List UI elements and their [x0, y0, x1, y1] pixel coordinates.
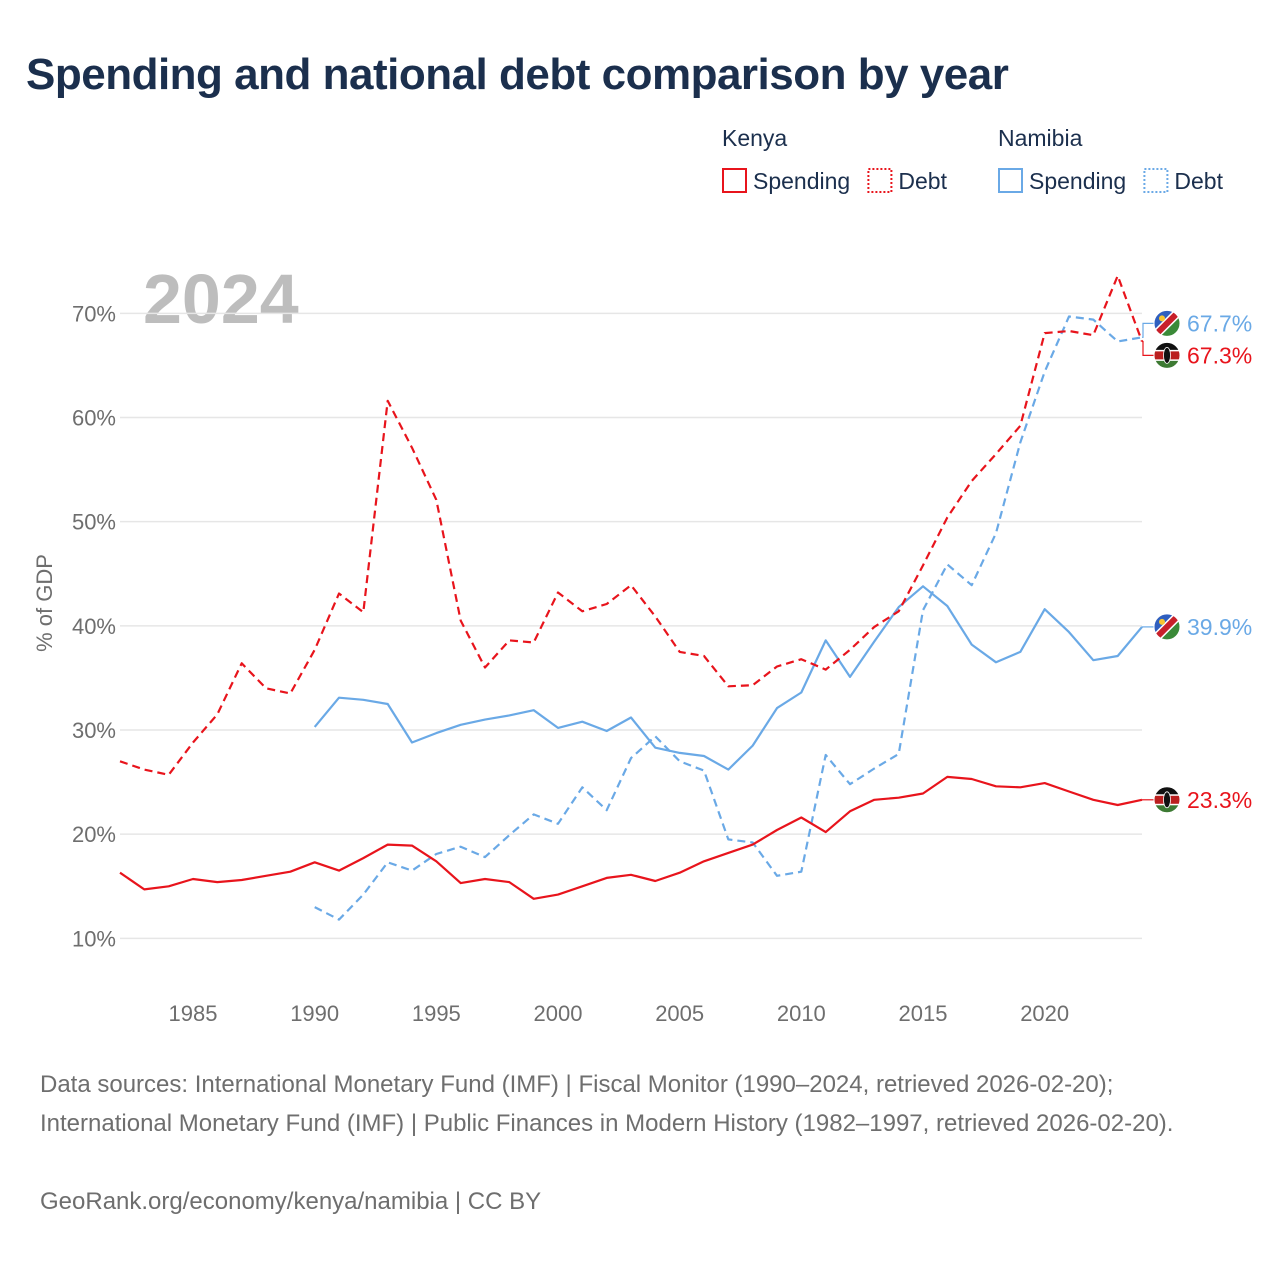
chart-title: Spending and national debt comparison by…: [26, 50, 1009, 99]
legend-item-label[interactable]: Debt: [898, 168, 947, 194]
legend-item-label[interactable]: Spending: [1029, 168, 1126, 194]
series-lines: [119, 274, 1144, 921]
kenya-flag-icon: [1153, 341, 1181, 369]
chart: Kenya Spending Debt Namibia Spending Debt 202…: [32, 125, 1252, 1026]
end-label-namibia-spending: 39.9%: [1187, 614, 1252, 640]
series-line-kenya-spending: [119, 775, 1143, 900]
data-sources: Data sources: International Monetary Fun…: [40, 1071, 1174, 1137]
legend-country-label: Kenya: [722, 125, 787, 151]
series-line-kenya-debt: [119, 274, 1144, 776]
x-tick-label: 1990: [290, 1001, 339, 1026]
legend-item-label[interactable]: Debt: [1174, 168, 1223, 194]
legend-group-namibia: Namibia Spending Debt: [998, 125, 1224, 194]
end-label-connector: [1142, 340, 1155, 356]
grid: [120, 312, 1142, 940]
y-tick-label: 70%: [72, 301, 116, 326]
x-tick-label: 2010: [777, 1001, 826, 1026]
kenya-flag-icon: [1153, 786, 1181, 814]
x-tick-label: 1995: [412, 1001, 461, 1026]
x-axis: 1985 1990 1995 2000 2005 2010 2015 2020: [169, 1001, 1070, 1026]
end-label-kenya-debt: 67.3%: [1187, 342, 1252, 368]
series-line-namibia-spending: [313, 585, 1143, 771]
y-tick-label: 10%: [72, 926, 116, 951]
y-tick-label: 40%: [72, 614, 116, 639]
end-label-namibia-debt: 67.7%: [1187, 310, 1252, 336]
legend-swatch-solid[interactable]: [998, 168, 1023, 193]
legend-group-kenya: Kenya Spending Debt: [722, 125, 948, 194]
legend-swatch-solid[interactable]: [722, 168, 747, 193]
end-label-connector: [1142, 322, 1155, 338]
x-tick-label: 1985: [169, 1001, 218, 1026]
y-tick-label: 60%: [72, 406, 116, 431]
legend-item-label[interactable]: Spending: [753, 168, 850, 194]
x-tick-label: 2015: [899, 1001, 948, 1026]
y-axis-label: % of GDP: [32, 554, 57, 652]
y-axis: 10% 20% 30% 40% 50% 60% 70%: [72, 301, 116, 951]
namibia-flag-icon: [1153, 613, 1181, 641]
x-tick-label: 2005: [655, 1001, 704, 1026]
legend: Kenya Spending Debt Namibia Spending Debt: [722, 125, 1224, 194]
end-labels: 67.7% 67.3% 39.9% 23.3%: [1142, 309, 1252, 814]
x-tick-label: 2020: [1020, 1001, 1069, 1026]
namibia-flag-icon: [1153, 309, 1181, 337]
series-line-namibia-debt: [314, 315, 1143, 921]
year-label: 2024: [143, 260, 299, 338]
legend-swatch-dashed[interactable]: [1143, 168, 1169, 193]
legend-swatch-dashed[interactable]: [867, 168, 893, 193]
end-label-kenya-spending: 23.3%: [1187, 787, 1252, 813]
y-tick-label: 50%: [72, 510, 116, 535]
legend-country-label: Namibia: [998, 125, 1083, 151]
y-tick-label: 20%: [72, 822, 116, 847]
credit-link[interactable]: GeoRank.org/economy/kenya/namibia | CC B…: [40, 1188, 542, 1215]
x-tick-label: 2000: [534, 1001, 583, 1026]
y-tick-label: 30%: [72, 718, 116, 743]
